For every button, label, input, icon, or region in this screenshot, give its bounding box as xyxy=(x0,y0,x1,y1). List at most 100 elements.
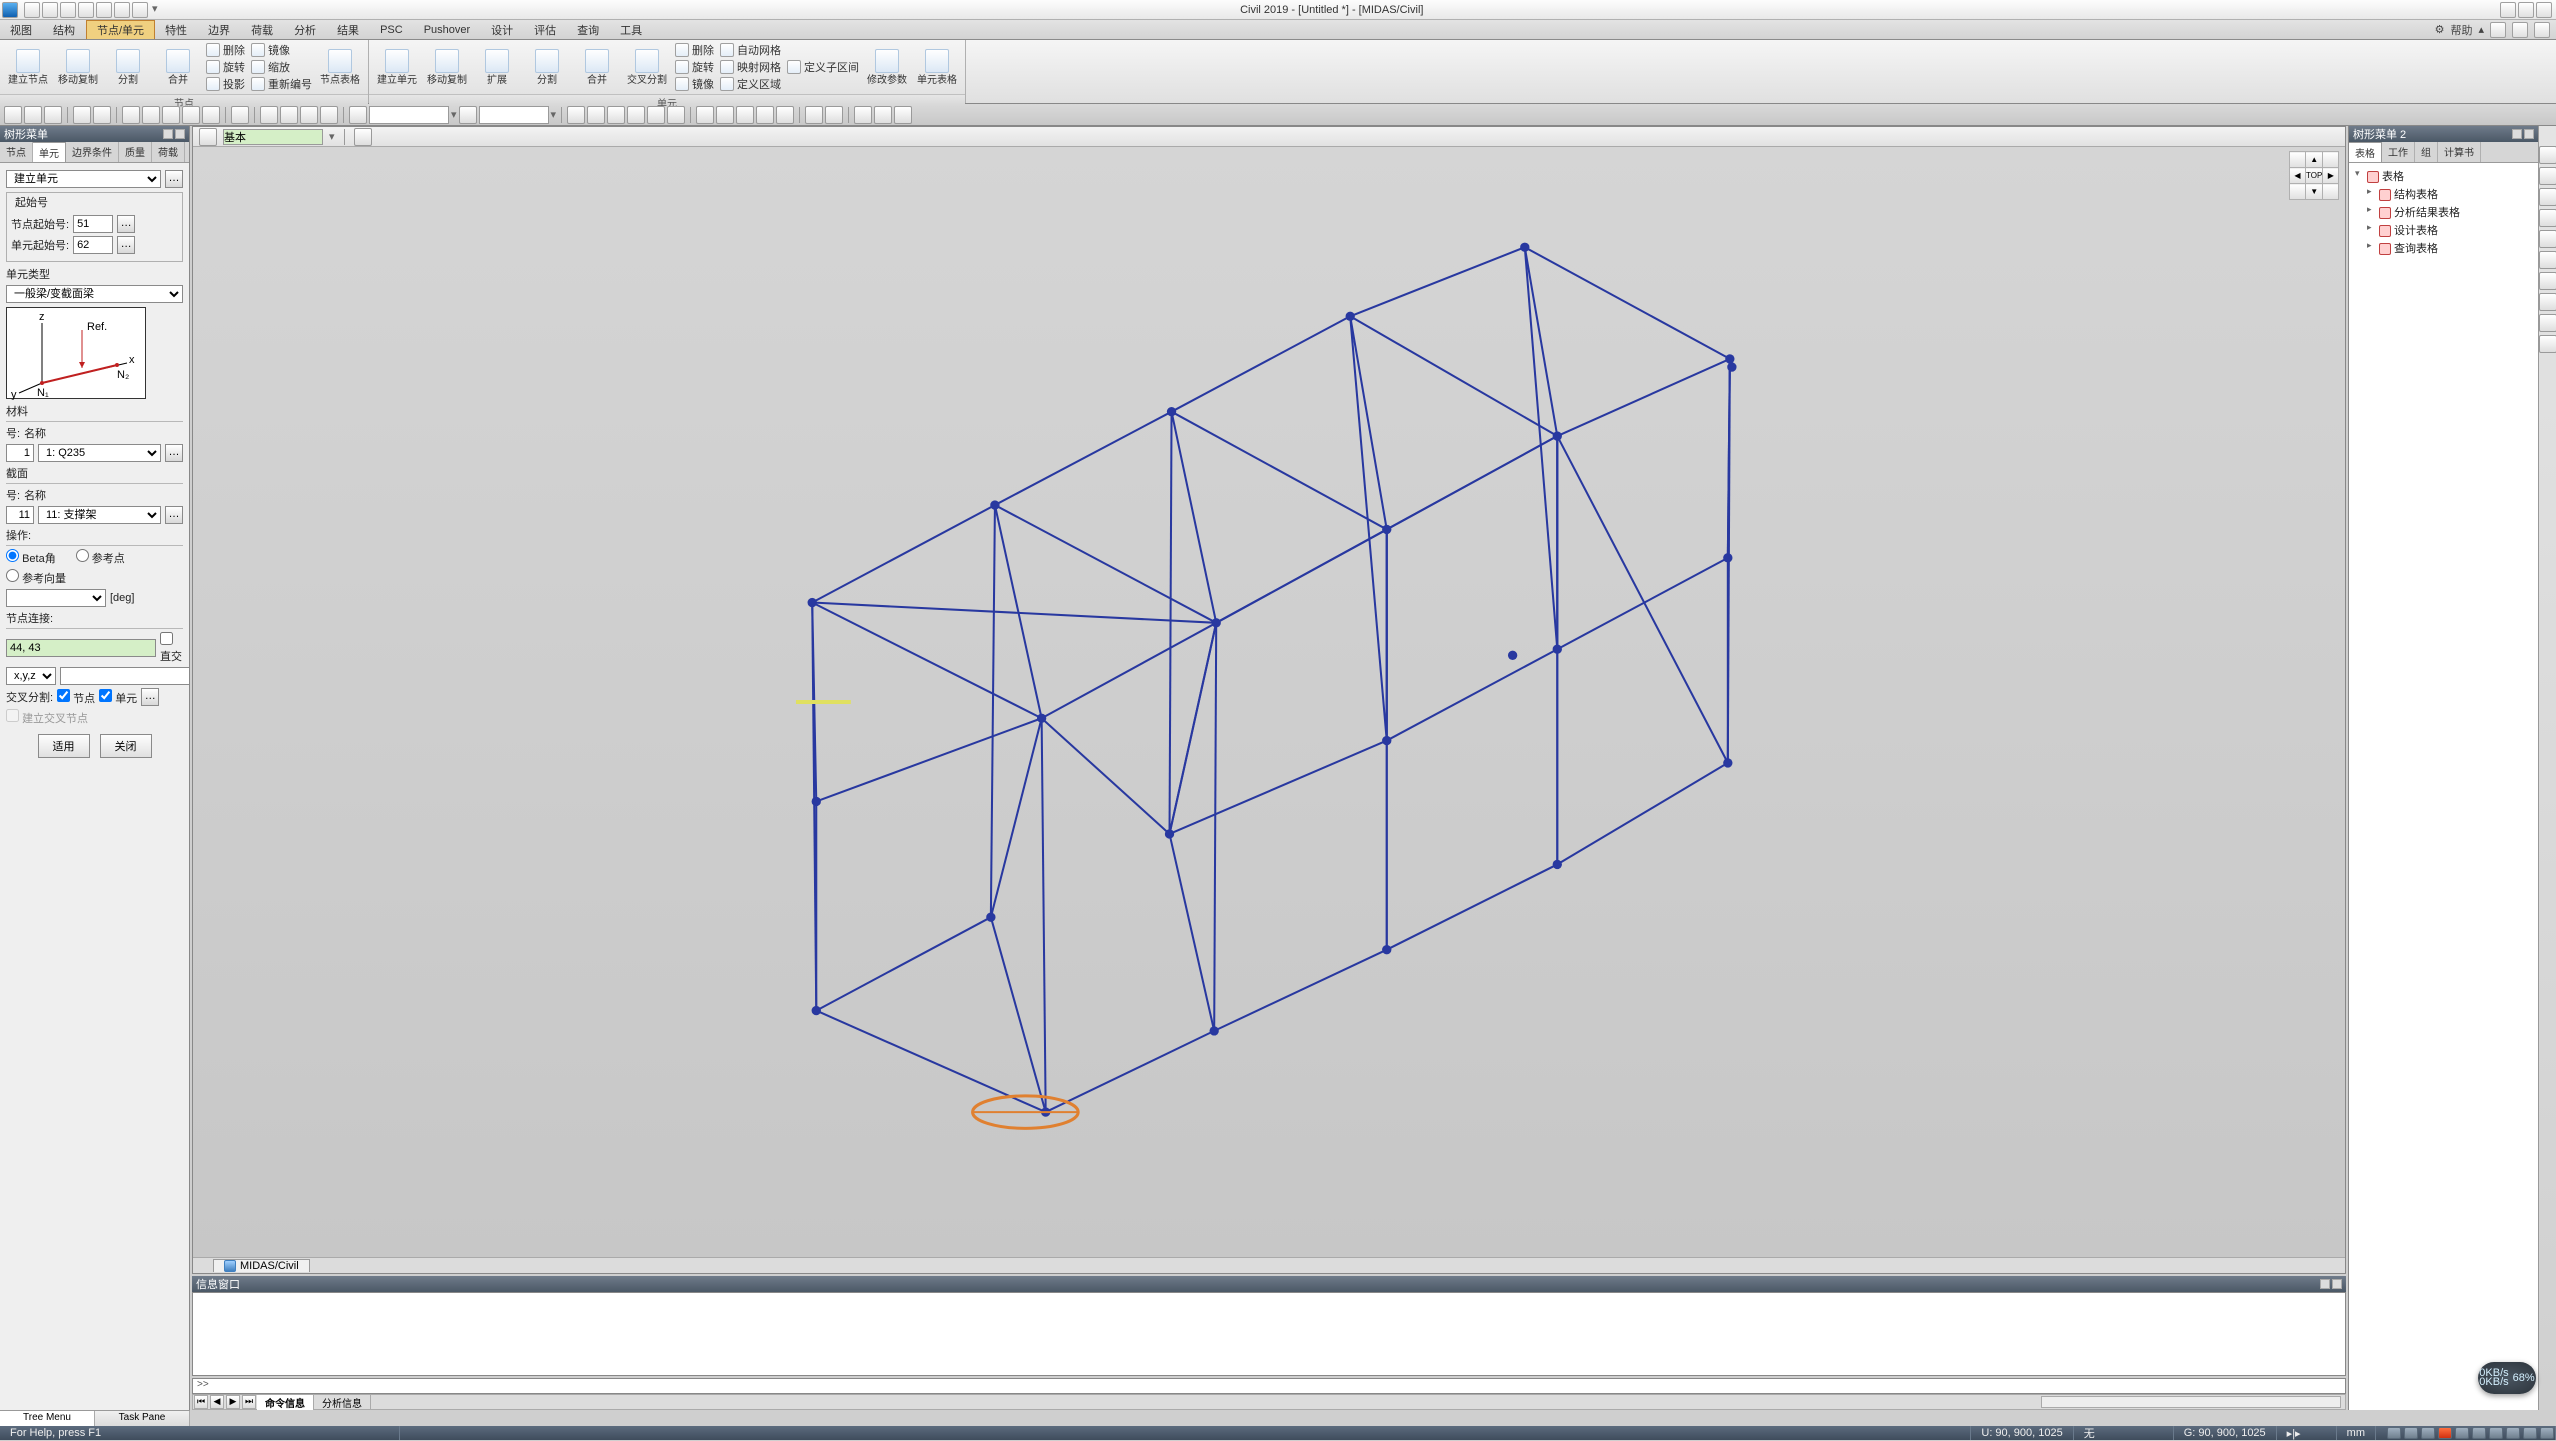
rtool-icon[interactable] xyxy=(2539,188,2556,206)
rtool-icon[interactable] xyxy=(2539,272,2556,290)
extend[interactable]: 扩展 xyxy=(475,49,519,86)
qat-save-icon[interactable] xyxy=(60,2,76,18)
tool-icon[interactable] xyxy=(142,106,160,124)
tree-node[interactable]: 查询表格 xyxy=(2365,239,2534,257)
mirror-e[interactable]: 镜像 xyxy=(675,76,714,92)
tray-icon[interactable] xyxy=(2387,1427,2401,1439)
qat-more-icon[interactable]: ▾ xyxy=(150,2,160,18)
ribbon-tab[interactable]: 视图 xyxy=(0,20,43,39)
right-subtab[interactable]: 工作 xyxy=(2382,142,2415,162)
tool-icon[interactable] xyxy=(776,106,794,124)
maximize-button[interactable] xyxy=(2518,2,2534,18)
intersect[interactable]: 交叉分割 xyxy=(625,49,669,86)
ribbon-tab[interactable]: 特性 xyxy=(155,20,198,39)
ortho-check[interactable]: 直交 xyxy=(160,632,183,664)
tool-icon[interactable] xyxy=(894,106,912,124)
rotate-e[interactable]: 旋转 xyxy=(675,59,714,75)
renumber[interactable]: 重新编号 xyxy=(251,76,312,92)
tray-ime-icon[interactable] xyxy=(2438,1427,2452,1439)
tool-icon[interactable] xyxy=(667,106,685,124)
elem-start-input[interactable] xyxy=(73,236,113,254)
rtool-icon[interactable] xyxy=(2539,230,2556,248)
mode-select[interactable]: 建立单元 xyxy=(6,170,161,188)
vp-icon[interactable] xyxy=(199,128,217,146)
scroll-last-icon[interactable]: ⏭ xyxy=(242,1395,256,1409)
node-start-input[interactable] xyxy=(73,215,113,233)
tool-icon[interactable] xyxy=(349,106,367,124)
move-copy[interactable]: 移动复制 xyxy=(56,49,100,86)
ribbon-tab[interactable]: 查询 xyxy=(567,20,610,39)
scroll-first-icon[interactable]: ⏮ xyxy=(194,1395,208,1409)
create-elem[interactable]: 建立单元 xyxy=(375,49,419,86)
close-button[interactable]: 关闭 xyxy=(100,734,152,758)
tree-node[interactable]: 设计表格 xyxy=(2365,221,2534,239)
ribbon-tab[interactable]: 结果 xyxy=(327,20,370,39)
tool-icon[interactable] xyxy=(320,106,338,124)
close-button[interactable] xyxy=(2536,2,2552,18)
tree-root[interactable]: 表格 xyxy=(2353,167,2534,185)
scroll-prev-icon[interactable]: ◀ xyxy=(210,1395,224,1409)
ribbon-tab[interactable]: 荷载 xyxy=(241,20,284,39)
help-label[interactable]: 帮助 xyxy=(2450,22,2472,38)
rotate[interactable]: 旋转 xyxy=(206,59,245,75)
close-icon[interactable] xyxy=(175,129,185,139)
ribbon-tab[interactable]: 设计 xyxy=(481,20,524,39)
ribbon-min-icon[interactable]: ▴ xyxy=(2478,23,2484,36)
tool-icon[interactable] xyxy=(696,106,714,124)
elem-type-select[interactable]: 一般梁/变截面梁 xyxy=(6,285,183,303)
tray-icon[interactable] xyxy=(2523,1427,2537,1439)
status-unit[interactable]: mm xyxy=(2337,1426,2376,1440)
material-name-select[interactable]: 1: Q235 xyxy=(38,444,161,462)
delete[interactable]: 删除 xyxy=(206,42,245,58)
app-icon[interactable] xyxy=(0,0,20,20)
tool-icon[interactable] xyxy=(44,106,62,124)
ribbon-tab[interactable]: 边界 xyxy=(198,20,241,39)
msg-tab-1[interactable]: 分析信息 xyxy=(314,1395,371,1410)
tool-icon[interactable] xyxy=(756,106,774,124)
beta-radio[interactable]: Beta角 xyxy=(6,549,56,566)
bottom-tab-task[interactable]: Task Pane xyxy=(95,1411,190,1426)
left-subtab[interactable]: 边界条件 xyxy=(66,142,119,162)
xyz-input[interactable] xyxy=(60,667,189,685)
define-section[interactable]: 定义子区间 xyxy=(787,59,859,75)
network-badge[interactable]: 0KB/s0KB/s 68% xyxy=(2478,1362,2536,1394)
tool-icon[interactable] xyxy=(874,106,892,124)
qat-saveall-icon[interactable] xyxy=(78,2,94,18)
tool-icon[interactable] xyxy=(805,106,823,124)
ribbon-tab[interactable]: 评估 xyxy=(524,20,567,39)
qat-print-icon[interactable] xyxy=(96,2,112,18)
left-subtab[interactable]: 节点 xyxy=(0,142,33,162)
tray-icon[interactable] xyxy=(2472,1427,2486,1439)
tool-icon[interactable] xyxy=(567,106,585,124)
pin-icon[interactable] xyxy=(2512,129,2522,139)
left-subtab[interactable]: 质量 xyxy=(119,142,152,162)
tool-icon[interactable] xyxy=(587,106,605,124)
material-more[interactable]: … xyxy=(165,444,183,462)
tool-icon[interactable] xyxy=(627,106,645,124)
tool-icon[interactable] xyxy=(202,106,220,124)
tree-node[interactable]: 分析结果表格 xyxy=(2365,203,2534,221)
right-subtab[interactable]: 计算书 xyxy=(2438,142,2481,162)
rtool-icon[interactable] xyxy=(2539,335,2556,353)
elem-table[interactable]: 单元表格 xyxy=(915,49,959,86)
qat-open-icon[interactable] xyxy=(42,2,58,18)
gear-icon[interactable]: ⚙ xyxy=(2435,23,2445,36)
tray-icon[interactable] xyxy=(2455,1427,2469,1439)
qat-redo-icon[interactable] xyxy=(132,2,148,18)
ribbon-tab[interactable]: 分析 xyxy=(284,20,327,39)
tray-icon[interactable] xyxy=(2404,1427,2418,1439)
section-no-input[interactable] xyxy=(6,506,34,524)
close-icon[interactable] xyxy=(2524,129,2534,139)
modify-param[interactable]: 修改参数 xyxy=(865,49,909,86)
tool-icon[interactable] xyxy=(93,106,111,124)
xyz-select[interactable]: x,y,z xyxy=(6,667,56,685)
rtool-icon[interactable] xyxy=(2539,293,2556,311)
right-subtab[interactable]: 表格 xyxy=(2349,142,2382,162)
tool-icon[interactable] xyxy=(716,106,734,124)
tool-icon[interactable] xyxy=(854,106,872,124)
tool-icon[interactable] xyxy=(280,106,298,124)
refvec-radio[interactable]: 参考向量 xyxy=(6,569,66,586)
tree-node[interactable]: 结构表格 xyxy=(2365,185,2534,203)
pin-icon[interactable] xyxy=(163,129,173,139)
define-area[interactable]: 定义区域 xyxy=(720,76,781,92)
